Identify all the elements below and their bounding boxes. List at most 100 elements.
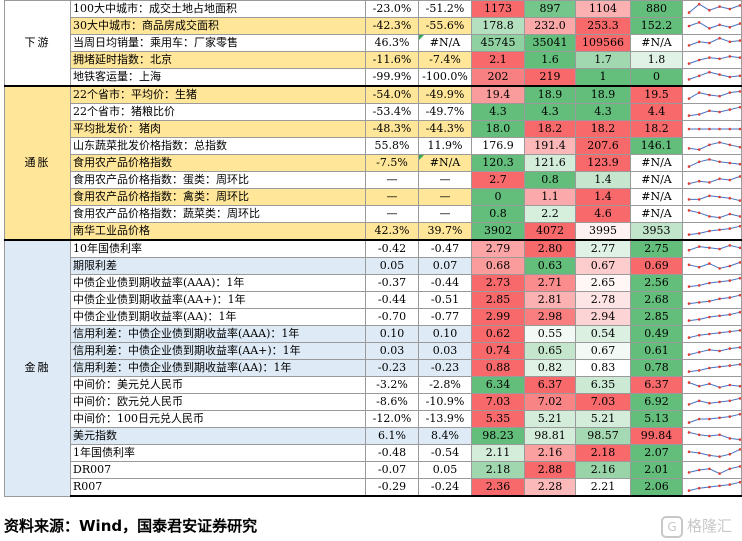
indicator-name: 30大中城市：商品房成交面积 [70, 17, 366, 35]
weekly-value: 2.2 [524, 205, 576, 223]
sparkline-point [718, 228, 721, 232]
weekly-value: 19.5 [630, 85, 683, 104]
change-value-2: 11.9% [418, 137, 472, 155]
weekly-value: 232.0 [524, 17, 576, 35]
table-row: 期限利差 0.05 0.07 0.68 0.63 0.67 0.69 [5, 257, 742, 275]
sparkline-point [708, 215, 711, 218]
sparkline-path [688, 465, 741, 475]
weekly-value: 19.4 [471, 85, 525, 104]
sparkline-point [718, 127, 721, 131]
weekly-value: 4.6 [575, 205, 631, 223]
table-row: 中债企业债到期收益率(AA)：1年 -0.70 -0.77 2.99 2.98 2.94 2… [5, 308, 742, 326]
indicator-name: 中债企业债到期收益率(AAA)：1年 [70, 274, 366, 292]
sparkline-point [738, 261, 741, 264]
sparkline [687, 141, 741, 151]
sparkline-point [718, 433, 721, 437]
sparkline [687, 2, 741, 14]
sparkline-cell [682, 461, 742, 479]
sparkline-cell [682, 188, 742, 206]
weekly-value: 897 [524, 0, 576, 18]
change-value-2: — [418, 205, 472, 223]
sparkline-cell [682, 393, 742, 411]
change-value-2: -51.2% [418, 0, 472, 18]
sparkline-point [708, 262, 711, 265]
change-value-1: 0.03 [365, 342, 419, 360]
weekly-value: 1.8 [630, 51, 683, 69]
change-value-1: 46.3% [365, 34, 419, 52]
sparkline-point [718, 94, 721, 98]
change-value-1: -0.07 [365, 461, 419, 479]
weekly-value: 7.03 [471, 393, 525, 411]
change-value-2: 8.4% [418, 427, 472, 445]
sparkline-path [688, 106, 741, 117]
sparkline-point [728, 143, 732, 147]
sparkline [687, 261, 741, 270]
sparkline [687, 105, 741, 117]
brand-watermark: G 格隆汇 [660, 515, 732, 538]
sparkline-cell [682, 171, 742, 189]
sparkline [687, 397, 741, 406]
change-value-1: -48.3% [365, 120, 419, 138]
sparkline-cell [682, 34, 742, 52]
sparkline-cell [682, 427, 742, 445]
sparkline-point [708, 485, 711, 489]
weekly-value: 0.69 [630, 257, 683, 275]
sparkline-point [697, 301, 701, 304]
sparkline-point [687, 182, 691, 185]
sparkline-cell [682, 444, 742, 462]
sparkline-point [697, 486, 701, 490]
sparkline-point [708, 281, 711, 285]
category-label: 下游 [4, 0, 71, 87]
sparkline-point [728, 196, 732, 200]
sparkline-cell [682, 342, 742, 360]
sparkline-point [718, 349, 721, 353]
sparkline-point [687, 285, 691, 288]
table-row: 南华工业品价格 42.3% 39.7% 3902 4072 3995 3953 [5, 222, 742, 241]
change-value-1: -3.2% [365, 376, 419, 394]
sparkline-point [708, 93, 711, 97]
sparkline [687, 329, 741, 339]
sparkline-point [708, 332, 711, 336]
change-value-1: -0.48 [365, 444, 419, 462]
weekly-value: 2.16 [524, 444, 576, 462]
change-value-1: — [365, 171, 419, 189]
sparkline-point [718, 73, 721, 76]
sparkline-cell [682, 51, 742, 69]
brand-logo-icon: G [660, 515, 683, 538]
weekly-value: 0.61 [630, 342, 683, 360]
sparkline-point [708, 27, 711, 30]
sparkline-point [728, 347, 732, 350]
indicator-name: 22个省市：平均价：生猪 [70, 85, 366, 104]
sparkline-path [688, 3, 741, 13]
sparkline-path [688, 225, 741, 236]
sparkline [687, 175, 741, 185]
weekly-value: 2.80 [524, 239, 576, 258]
weekly-value: 2.65 [575, 274, 631, 292]
sparkline-point [687, 11, 691, 14]
sparkline [687, 465, 741, 475]
sparkline-point [697, 318, 701, 321]
weekly-value: 1.6 [524, 51, 576, 69]
sparkline-point [697, 265, 701, 269]
sparkline-path [688, 329, 741, 339]
change-value-2: 0.03 [418, 342, 472, 360]
sparkline-point [687, 127, 691, 131]
weekly-value: 2.73 [471, 274, 525, 292]
indicator-name: 平均批发价：猪肉 [70, 120, 366, 138]
weekly-value: 99.84 [630, 427, 683, 445]
sparkline [687, 431, 741, 441]
sparkline-point [738, 215, 741, 218]
weekly-value: 7.02 [524, 393, 576, 411]
indicator-name: 中债企业债到期收益率(AA+)：1年 [70, 291, 366, 309]
weekly-value: 1.4 [575, 171, 631, 189]
change-value-1: -0.70 [365, 308, 419, 326]
weekly-value: 0.78 [630, 359, 683, 377]
sparkline [687, 90, 741, 100]
table-row: 中间价：100日元兑人民币 -12.0% -13.9% 5.35 5.21 5.21 5.1… [5, 410, 742, 428]
sparkline-point [697, 350, 701, 354]
sparkline-cell [682, 120, 742, 138]
table-row: 30大中城市：商品房成交面积 -42.3% -55.6% 178.8 232.0 253.… [5, 17, 742, 35]
source-note: 资料来源：Wind，国泰君安证券研究 [4, 517, 258, 535]
sparkline-point [728, 452, 732, 456]
weekly-value: 5.35 [471, 410, 525, 428]
